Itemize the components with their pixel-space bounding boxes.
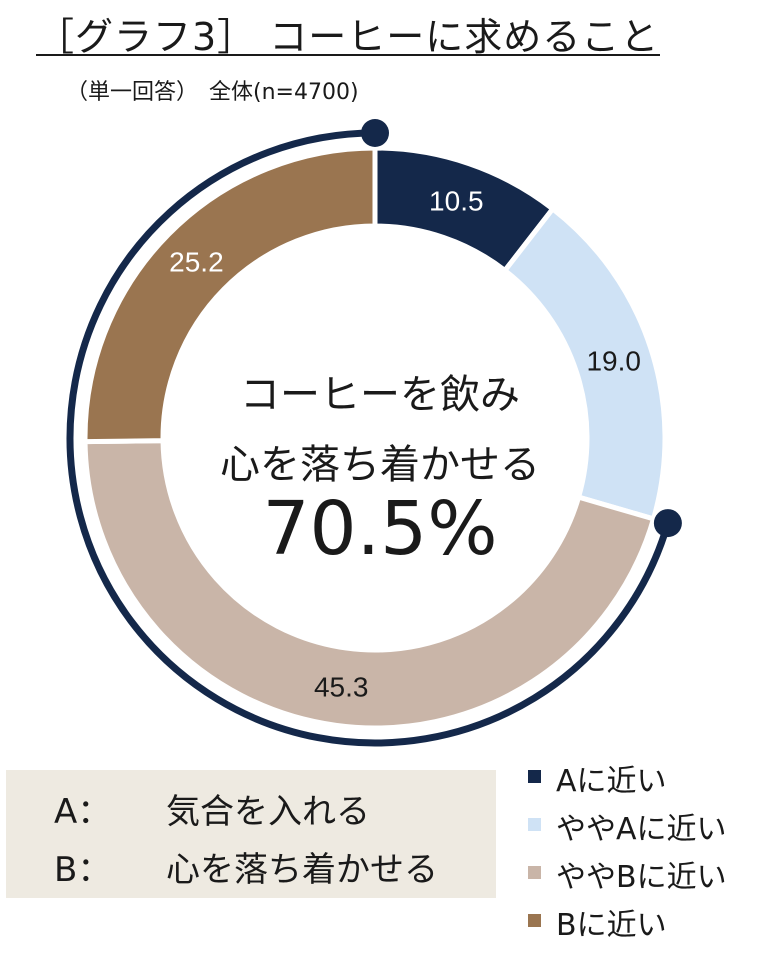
chart-title: ［グラフ3］ コーヒーに求めること — [36, 15, 660, 59]
definition-a-key: A： — [54, 792, 112, 832]
legend-swatch — [528, 866, 541, 879]
legend-swatch — [528, 818, 541, 831]
definition-b-text: 心を落ち着かせる — [166, 850, 438, 890]
definition-a-text: 気合を入れる — [166, 792, 370, 832]
definition-b: B： 心を落ち着かせる — [54, 842, 438, 891]
data-label-0: 10.5 — [429, 186, 484, 217]
data-label-3: 25.2 — [169, 247, 224, 278]
legend-swatch — [528, 914, 541, 927]
legend-label: ややBに近い — [556, 860, 727, 895]
donut-slice-2 — [82, 438, 657, 731]
ab-definition-box: A： 気合を入れる B： 心を落ち着かせる — [6, 770, 496, 898]
chart-subtitle: （単一回答） 全体(n=4700) — [66, 80, 359, 105]
center-label-line2: 心を落ち着かせる — [220, 442, 540, 488]
data-label-1: 19.0 — [586, 345, 641, 376]
legend-label: Bに近い — [556, 908, 667, 943]
highlight-arc-start-dot — [653, 509, 682, 538]
center-label-line1: コーヒーを飲み — [240, 372, 520, 418]
center-total-value: 70.5% — [262, 486, 498, 572]
definition-b-key: B： — [54, 850, 112, 890]
highlight-arc — [66, 129, 672, 747]
data-label-2: 45.3 — [314, 672, 369, 703]
definition-a: A： 気合を入れる — [54, 784, 370, 833]
legend-label: ややAに近い — [556, 812, 727, 847]
donut-slice-3 — [82, 145, 378, 445]
legend-label: Aに近い — [556, 764, 667, 799]
legend-swatch — [528, 770, 541, 783]
title-underline — [36, 54, 660, 56]
highlight-arc-end-dot — [361, 119, 389, 147]
